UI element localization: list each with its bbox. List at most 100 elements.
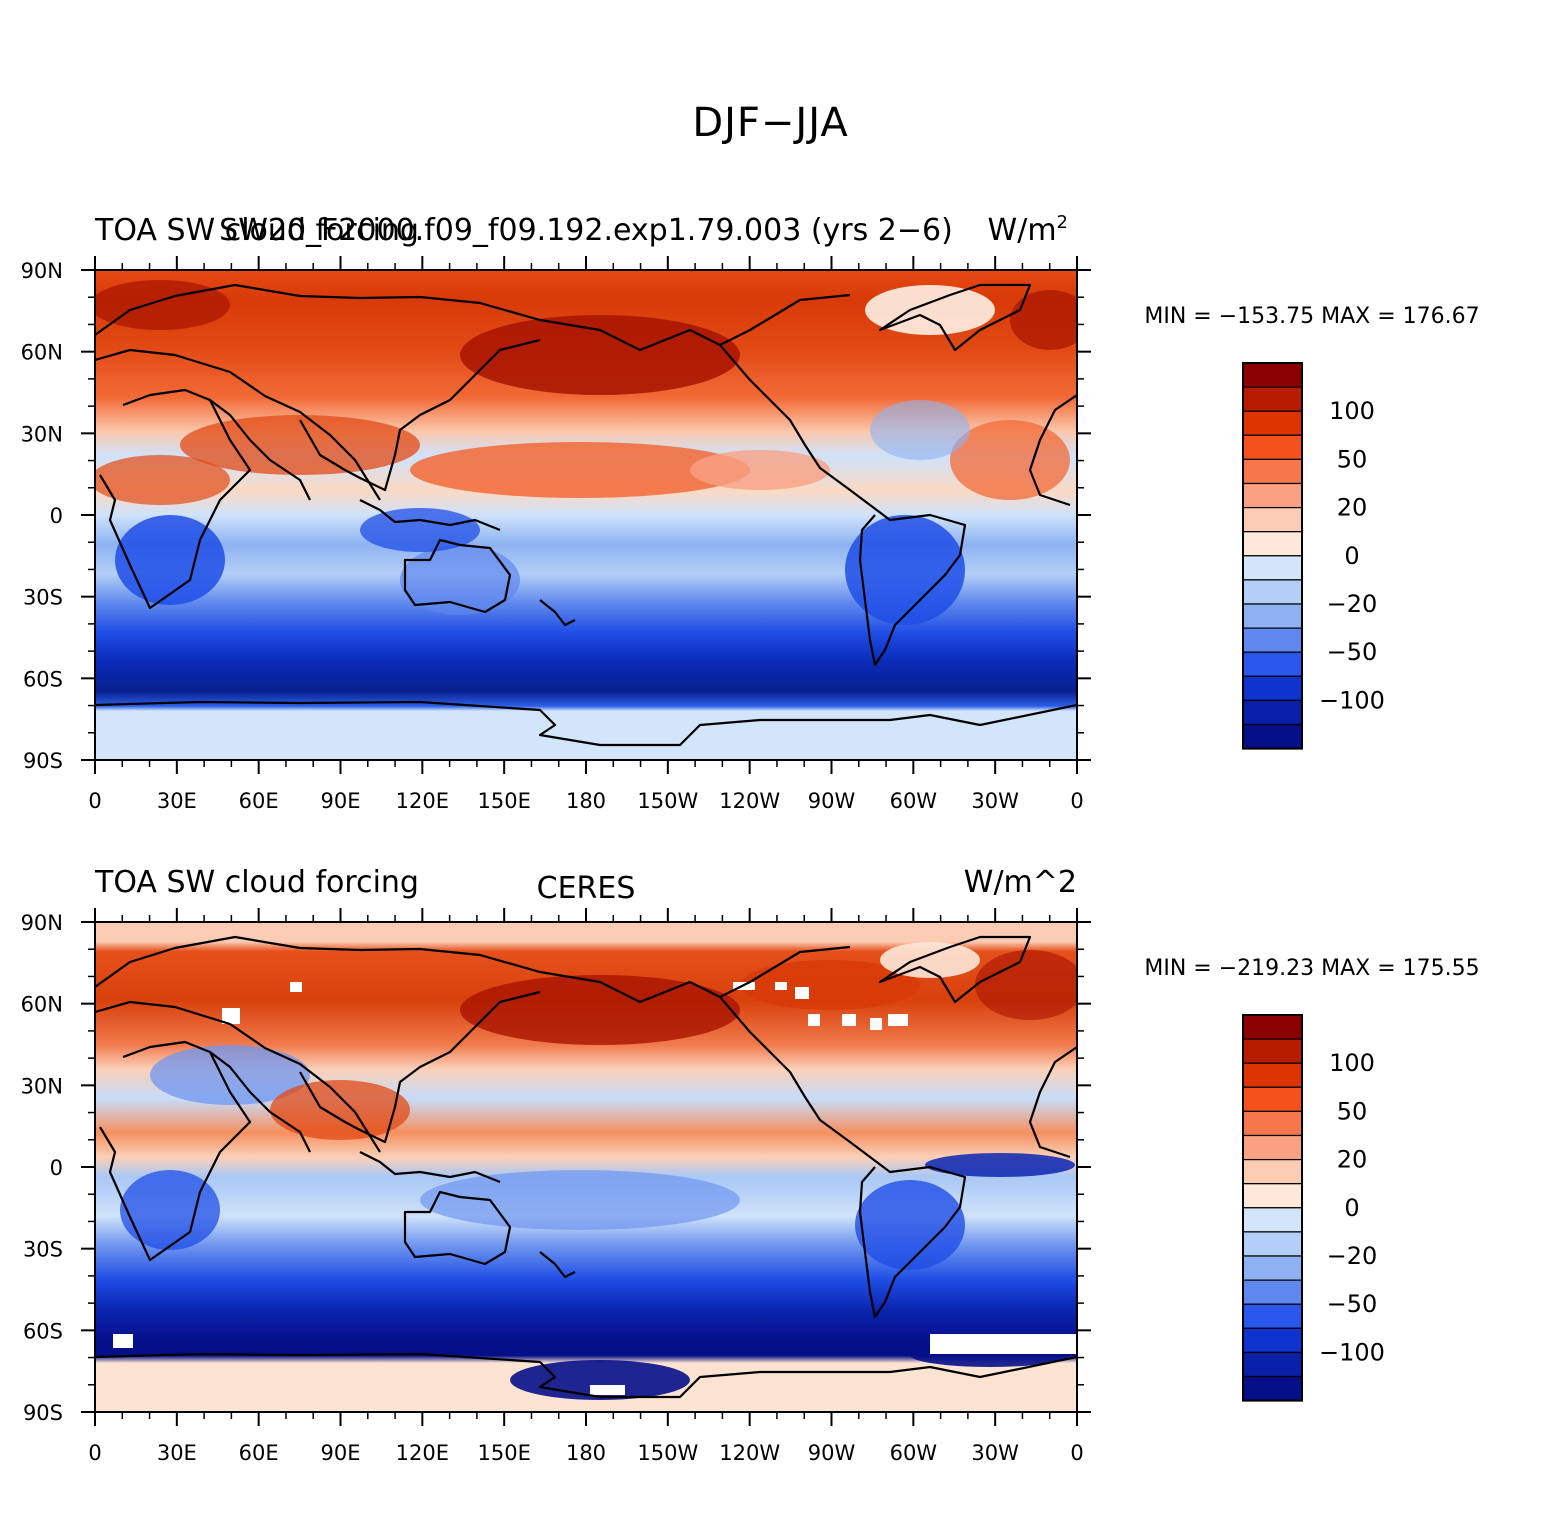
- colorbar-label: 20: [1337, 1146, 1368, 1174]
- lon-tick-label: 150W: [637, 789, 698, 813]
- panel-center-title: SW20_F2000.f09_f09.192.exp1.79.003 (yrs …: [219, 213, 953, 248]
- panel-units-text: W/m^2: [964, 865, 1077, 900]
- colorbar-swatch: [1242, 555, 1303, 581]
- colorbar-swatch: [1242, 1375, 1303, 1402]
- colorbar-swatch: [1242, 1279, 1303, 1305]
- colorbar-swatch: [1242, 723, 1303, 750]
- lat-tick-label: 90N: [21, 259, 63, 283]
- colorbar-label: 50: [1337, 445, 1368, 473]
- colorbar-swatch: [1242, 1303, 1303, 1329]
- colorbar-swatch: [1242, 627, 1303, 653]
- lon-tick-label: 120W: [719, 1441, 780, 1465]
- lon-tick-label: 120W: [719, 789, 780, 813]
- colorbar-swatch: [1242, 1327, 1303, 1354]
- lon-tick-label: 180: [566, 1441, 606, 1465]
- lon-tick-label: 180: [566, 789, 606, 813]
- longitude-labels: 0 30E 60E 90E 120E 150E 180 150W 120W 90W 60W 30W 0: [88, 789, 1083, 813]
- colorbar-frame: [1242, 362, 1303, 750]
- lon-tick-label: 30E: [157, 789, 197, 813]
- colorbar-swatch: [1242, 579, 1303, 605]
- lat-tick-label: 90N: [21, 911, 63, 935]
- colorbar: 100 50 20 0 −20 −50 −100: [1242, 362, 1385, 750]
- lon-tick-label: 150W: [637, 1441, 698, 1465]
- lon-tick-label: 0: [88, 1441, 101, 1465]
- colorbar-swatch: [1242, 531, 1303, 557]
- lat-tick-label: 60S: [23, 1319, 63, 1343]
- colorbar-swatch: [1242, 1207, 1303, 1233]
- colorbar-swatch: [1242, 1110, 1303, 1137]
- colorbar-label: −100: [1319, 1338, 1385, 1366]
- field-anomalies: [120, 942, 1077, 1400]
- field-anomalies: [95, 280, 1077, 625]
- lon-tick-label: 0: [1070, 1441, 1083, 1465]
- colorbar-label: 100: [1329, 1049, 1375, 1077]
- colorbar-swatch: [1242, 1086, 1303, 1113]
- lon-tick-label: 30W: [971, 1441, 1019, 1465]
- panel-left-title: TOA SW cloud forcing: [94, 865, 419, 900]
- map-panel-model: TOA SW cloud forcing SW20_F2000.f09_f09.…: [21, 212, 1480, 813]
- colorbar-label: 0: [1344, 542, 1359, 570]
- panel-min-max: MIN = −219.23 MAX = 175.55: [1144, 956, 1479, 981]
- latitude-labels: 90N 60N 30N 0 30S 60S 90S: [21, 911, 63, 1425]
- colorbar-label: 20: [1337, 494, 1368, 522]
- panel-left-title: TOA SW cloud forcing: [94, 213, 419, 248]
- lat-tick-label: 90S: [23, 749, 63, 773]
- colorbar-label: −50: [1327, 638, 1378, 666]
- lon-tick-label: 150E: [477, 1441, 530, 1465]
- lon-tick-label: 0: [1070, 789, 1083, 813]
- lat-tick-label: 60N: [21, 341, 63, 365]
- lon-tick-label: 150E: [477, 789, 530, 813]
- lon-tick-label: 60E: [239, 1441, 279, 1465]
- colorbar-swatch: [1242, 651, 1303, 677]
- colorbar-swatch: [1242, 699, 1303, 726]
- lon-tick-label: 120E: [396, 789, 449, 813]
- lat-tick-label: 60S: [23, 667, 63, 691]
- lon-tick-label: 90E: [321, 1441, 361, 1465]
- lon-tick-label: 60W: [890, 789, 938, 813]
- panel-min-max: MIN = −153.75 MAX = 176.67: [1144, 304, 1479, 329]
- lon-tick-label: 90E: [321, 789, 361, 813]
- lon-tick-label: 0: [88, 789, 101, 813]
- panel-units: W/m2: [988, 212, 1068, 248]
- colorbar-swatch: [1242, 386, 1303, 412]
- lat-tick-label: 90S: [23, 1401, 63, 1425]
- lat-tick-label: 30N: [21, 422, 63, 446]
- colorbar-swatch: [1242, 434, 1303, 460]
- latitude-labels: 90N 60N 30N 0 30S 60S 90S: [21, 259, 63, 773]
- colorbar-swatch: [1242, 410, 1303, 436]
- colorbar-swatch: [1242, 675, 1303, 701]
- panel-center-title: CERES: [537, 871, 636, 906]
- colorbar-swatch: [1242, 458, 1303, 485]
- colorbar-swatch: [1242, 1231, 1303, 1257]
- colorbar-swatch: [1242, 482, 1303, 509]
- lon-tick-label: 90W: [808, 1441, 856, 1465]
- map-panel-observations: TOA SW cloud forcing CERES W/m^2 MIN = −…: [21, 865, 1480, 1465]
- colorbar-swatch: [1242, 1255, 1303, 1281]
- lon-tick-label: 60E: [239, 789, 279, 813]
- colorbar-swatch: [1242, 362, 1303, 388]
- colorbar-swatch: [1242, 1014, 1303, 1040]
- colorbar-label: −50: [1327, 1290, 1378, 1318]
- axis-ticks: [81, 908, 1091, 1426]
- lat-tick-label: 30S: [23, 1238, 63, 1262]
- colorbar-swatch: [1242, 603, 1303, 629]
- coastlines: [95, 935, 1077, 1399]
- axis-ticks: [81, 256, 1091, 774]
- lon-tick-label: 30W: [971, 789, 1019, 813]
- colorbar-label: 100: [1329, 397, 1375, 425]
- longitude-labels: 0 30E 60E 90E 120E 150E 180 150W 120W 90W 60W 30W 0: [88, 1441, 1083, 1465]
- lon-tick-label: 30E: [157, 1441, 197, 1465]
- colorbar-label: −100: [1319, 686, 1385, 714]
- colorbar-swatch: [1242, 1038, 1303, 1064]
- colorbar: 100 50 20 0 −20 −50 −100: [1242, 1014, 1385, 1402]
- colorbar-label: −20: [1327, 590, 1378, 618]
- lon-tick-label: 60W: [890, 1441, 938, 1465]
- lon-tick-label: 90W: [808, 789, 856, 813]
- lat-tick-label: 60N: [21, 993, 63, 1017]
- colorbar-frame: [1242, 1014, 1303, 1402]
- panel-units-text: W/m: [988, 213, 1057, 248]
- colorbar-swatch: [1242, 507, 1303, 533]
- colorbar-swatch: [1242, 1062, 1303, 1088]
- colorbar-label: 50: [1337, 1097, 1368, 1125]
